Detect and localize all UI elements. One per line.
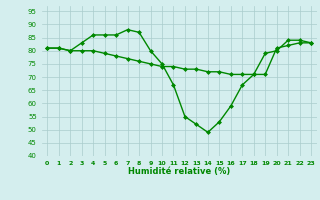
X-axis label: Humidité relative (%): Humidité relative (%) [128,167,230,176]
